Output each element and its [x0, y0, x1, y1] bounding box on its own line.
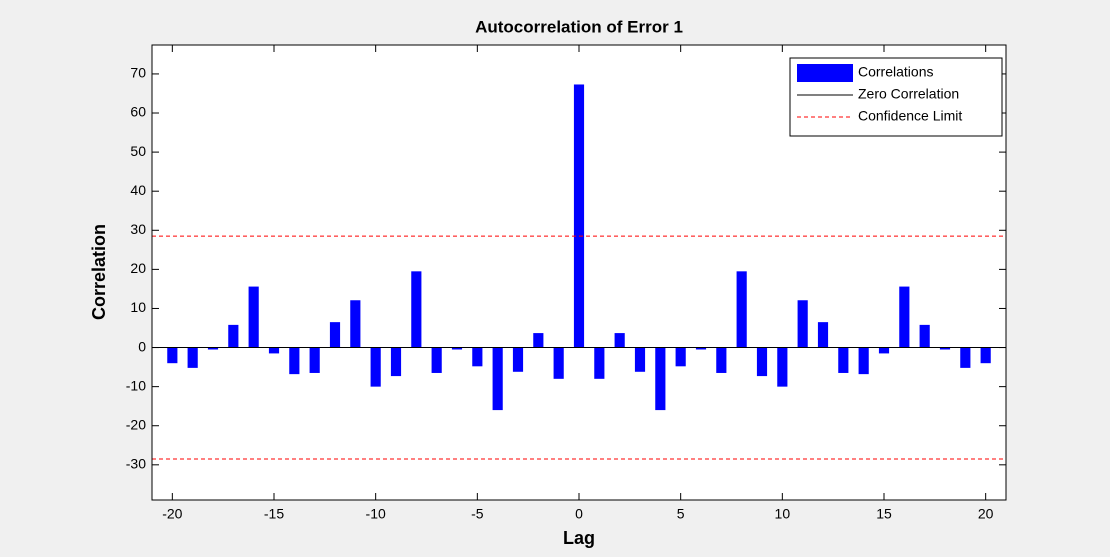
- bar: [919, 324, 930, 348]
- bar: [167, 347, 178, 364]
- bar: [960, 347, 971, 368]
- bar: [268, 347, 280, 354]
- x-tick-label: 0: [575, 506, 583, 522]
- bar: [878, 347, 890, 354]
- x-axis-label: Lag: [563, 528, 595, 548]
- bar: [207, 347, 219, 350]
- y-tick-label: 30: [130, 221, 146, 237]
- bar: [329, 322, 341, 348]
- bar: [716, 347, 727, 373]
- legend-label: Zero Correlation: [858, 86, 959, 102]
- x-tick-label: -20: [162, 506, 182, 522]
- bar: [573, 84, 585, 348]
- y-tick-label: 40: [130, 182, 146, 198]
- bar: [187, 347, 198, 368]
- y-tick-label: 0: [138, 338, 146, 354]
- bar: [309, 347, 320, 373]
- bar: [695, 347, 707, 350]
- bar: [390, 347, 402, 377]
- bar: [655, 347, 666, 411]
- y-tick-label: -10: [126, 377, 146, 393]
- legend-label: Correlations: [858, 64, 933, 80]
- x-tick-label: 10: [775, 506, 791, 522]
- x-tick-label: 15: [876, 506, 892, 522]
- x-tick-label: -15: [264, 506, 284, 522]
- bar: [797, 300, 808, 348]
- bar: [634, 347, 646, 372]
- bar: [350, 300, 361, 348]
- bar: [553, 347, 564, 379]
- bar: [838, 347, 849, 373]
- y-tick-label: 50: [130, 143, 146, 159]
- y-tick-label: -30: [126, 456, 146, 472]
- bar: [736, 271, 747, 348]
- bar: [777, 347, 788, 387]
- bar: [228, 324, 239, 348]
- bar: [614, 333, 625, 348]
- x-tick-label: 5: [677, 506, 685, 522]
- chart-title: Autocorrelation of Error 1: [475, 17, 683, 36]
- bar: [431, 347, 442, 373]
- bar: [939, 347, 951, 350]
- bar: [533, 333, 544, 348]
- legend-label: Confidence Limit: [858, 108, 962, 124]
- legend-swatch: [797, 64, 853, 82]
- y-axis-label: Correlation: [89, 224, 109, 320]
- bar: [289, 347, 300, 375]
- bar: [899, 286, 910, 348]
- bar: [675, 347, 686, 367]
- bar: [512, 347, 524, 372]
- x-tick-label: -5: [471, 506, 484, 522]
- bar: [594, 347, 605, 379]
- bar: [370, 347, 381, 387]
- y-tick-label: 20: [130, 260, 146, 276]
- x-tick-label: -10: [366, 506, 386, 522]
- bar: [492, 347, 503, 411]
- bar: [858, 347, 869, 375]
- y-tick-label: -20: [126, 416, 146, 432]
- bar: [411, 271, 422, 348]
- y-tick-label: 10: [130, 299, 146, 315]
- x-tick-label: 20: [978, 506, 994, 522]
- y-tick-label: 70: [130, 65, 146, 81]
- bar: [472, 347, 483, 367]
- bar: [451, 347, 463, 350]
- y-tick-label: 60: [130, 104, 146, 120]
- bar: [980, 347, 991, 364]
- bar: [817, 322, 829, 348]
- bar: [248, 286, 259, 348]
- bar: [756, 347, 768, 377]
